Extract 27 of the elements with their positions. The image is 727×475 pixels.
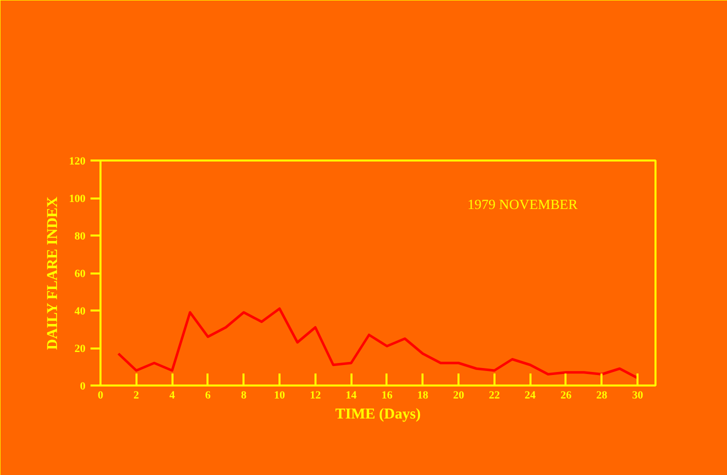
y-axis-title: DAILY FLARE INDEX bbox=[45, 196, 61, 350]
x-tick-label: 14 bbox=[346, 390, 358, 402]
x-tick-label: 12 bbox=[310, 390, 322, 402]
line-series bbox=[117, 307, 639, 380]
y-tick-label: 60 bbox=[74, 268, 86, 280]
x-tick-label: 28 bbox=[596, 390, 608, 402]
x-tick-label: 16 bbox=[381, 390, 393, 402]
x-tick-label: 10 bbox=[274, 390, 286, 402]
y-tick-label: 0 bbox=[80, 380, 86, 392]
y-tick-label: 100 bbox=[69, 193, 86, 205]
y-tick-label: 20 bbox=[74, 343, 86, 355]
x-tick-label: 24 bbox=[524, 390, 536, 402]
x-tick-label: 0 bbox=[98, 390, 104, 402]
x-tick-label: 30 bbox=[632, 390, 644, 402]
x-tick-label: 4 bbox=[169, 390, 176, 402]
y-tick-label: 80 bbox=[74, 230, 86, 242]
x-tick-label: 20 bbox=[453, 390, 465, 402]
x-tick-label: 18 bbox=[417, 390, 429, 402]
y-tick-label: 40 bbox=[74, 306, 86, 318]
x-tick-label: 8 bbox=[240, 390, 247, 402]
x-axis-title: TIME (Days) bbox=[335, 406, 421, 422]
x-tick-label: 22 bbox=[488, 390, 500, 402]
x-tick-label: 6 bbox=[205, 390, 212, 402]
x-tick-label: 26 bbox=[560, 390, 572, 402]
y-tick-label: 120 bbox=[69, 156, 86, 168]
annotation: 1979 NOVEMBER bbox=[468, 198, 578, 213]
x-tick-label: 2 bbox=[134, 390, 140, 402]
